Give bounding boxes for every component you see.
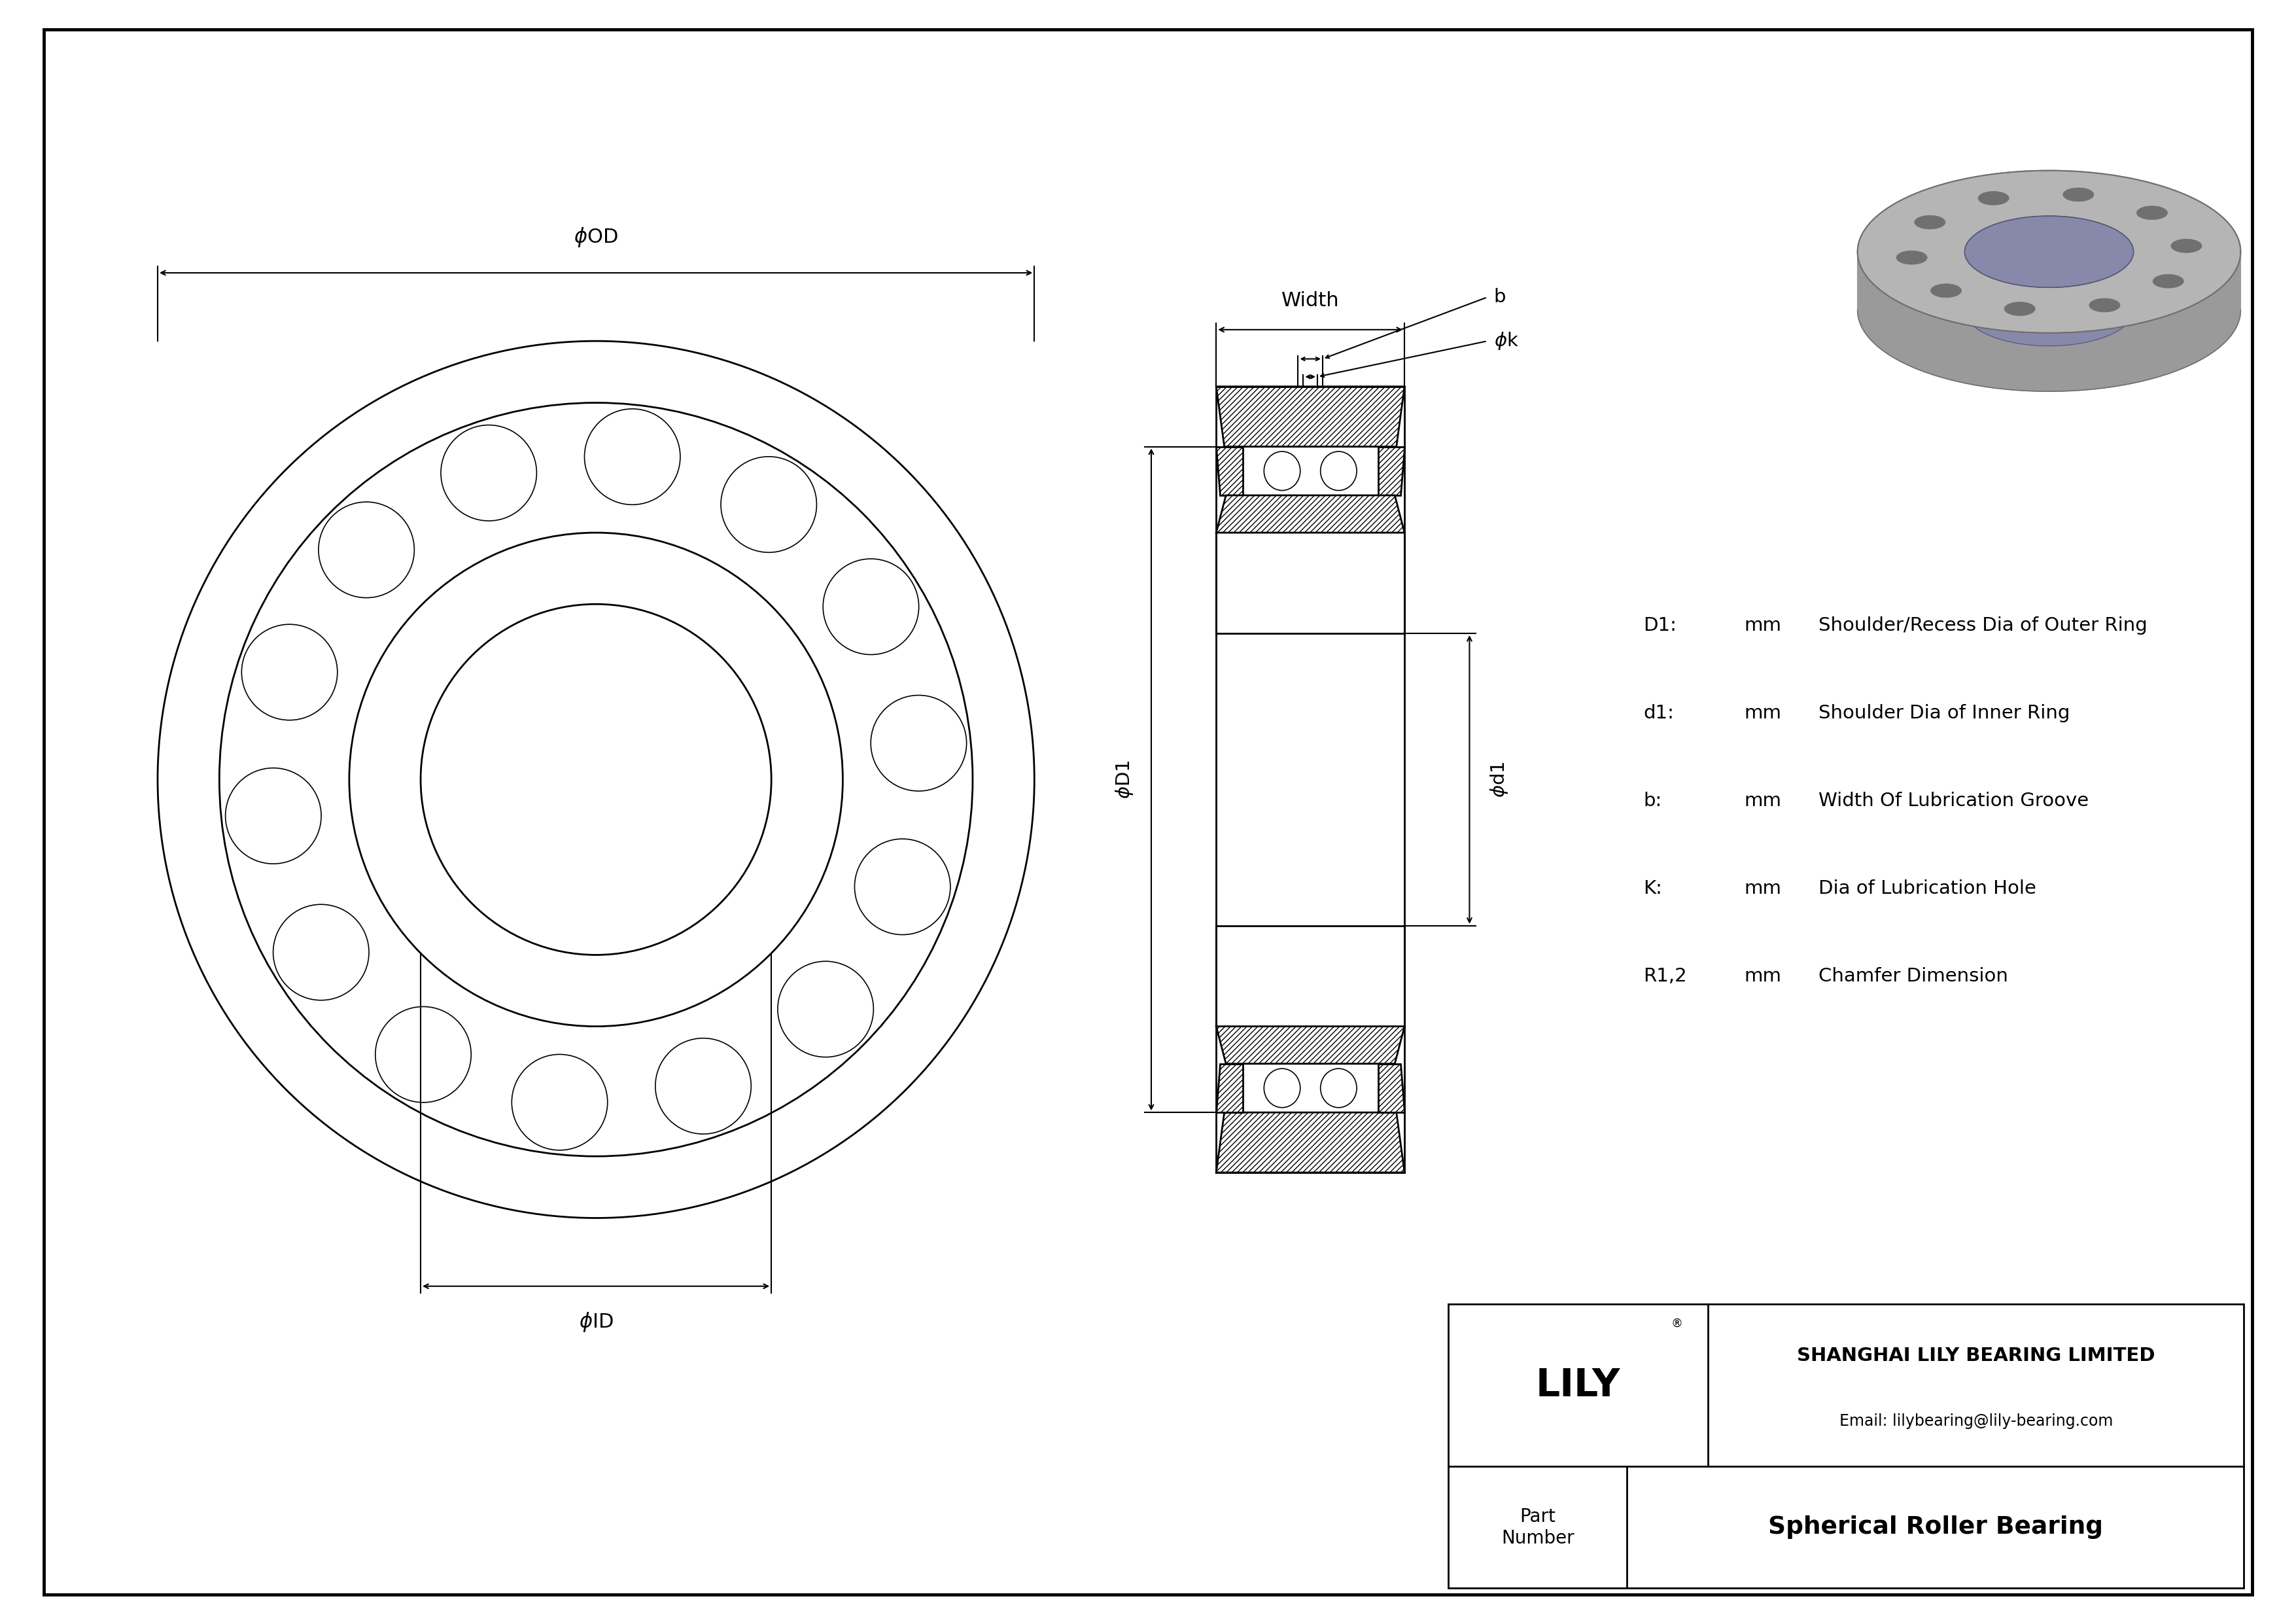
Text: mm: mm: [1745, 966, 1782, 986]
Ellipse shape: [1931, 284, 1961, 297]
Text: b:: b:: [1644, 791, 1662, 810]
Ellipse shape: [2004, 302, 2034, 315]
Text: $\phi$k: $\phi$k: [1495, 331, 1518, 351]
Text: ®: ®: [1671, 1317, 1683, 1330]
Polygon shape: [1857, 252, 2241, 391]
Ellipse shape: [1320, 451, 1357, 490]
Text: mm: mm: [1745, 879, 1782, 898]
Text: $\phi$D1: $\phi$D1: [1114, 760, 1134, 799]
Ellipse shape: [2172, 239, 2202, 253]
Polygon shape: [1217, 1026, 1405, 1064]
Text: $\phi$ID: $\phi$ID: [579, 1311, 613, 1333]
Text: mm: mm: [1745, 615, 1782, 635]
Text: Part
Number: Part Number: [1502, 1507, 1575, 1548]
Polygon shape: [1217, 387, 1405, 447]
Text: mm: mm: [1745, 703, 1782, 723]
PathPatch shape: [1857, 171, 2241, 333]
Ellipse shape: [2089, 299, 2119, 312]
Polygon shape: [1378, 447, 1405, 495]
Polygon shape: [1217, 495, 1405, 533]
Text: SHANGHAI LILY BEARING LIMITED: SHANGHAI LILY BEARING LIMITED: [1798, 1346, 2156, 1366]
Ellipse shape: [1265, 451, 1300, 490]
Text: Shoulder Dia of Inner Ring: Shoulder Dia of Inner Ring: [1818, 703, 2071, 723]
Text: Email: lilybearing@lily-bearing.com: Email: lilybearing@lily-bearing.com: [1839, 1413, 2112, 1429]
Polygon shape: [1378, 1064, 1405, 1112]
Text: Dia of Lubrication Hole: Dia of Lubrication Hole: [1818, 879, 2037, 898]
Text: R1,2: R1,2: [1644, 966, 1688, 986]
Ellipse shape: [1896, 250, 1926, 265]
Ellipse shape: [1915, 216, 1945, 229]
Text: Width: Width: [1281, 291, 1339, 310]
Polygon shape: [1217, 1064, 1242, 1112]
Ellipse shape: [1265, 1069, 1300, 1108]
Ellipse shape: [1965, 216, 2133, 287]
Text: K:: K:: [1644, 879, 1662, 898]
Ellipse shape: [2154, 274, 2183, 287]
Bar: [1449, 1304, 2243, 1588]
Polygon shape: [1217, 1112, 1405, 1173]
Text: b: b: [1495, 287, 1506, 307]
Text: $\phi$d1: $\phi$d1: [1488, 762, 1511, 797]
Text: LILY: LILY: [1536, 1367, 1621, 1403]
Polygon shape: [1965, 252, 2133, 346]
Text: Width Of Lubrication Groove: Width Of Lubrication Groove: [1818, 791, 2089, 810]
Polygon shape: [1217, 447, 1242, 495]
Text: Spherical Roller Bearing: Spherical Roller Bearing: [1768, 1515, 2103, 1540]
Text: D1:: D1:: [1644, 615, 1676, 635]
Ellipse shape: [1979, 192, 2009, 205]
Ellipse shape: [2138, 206, 2167, 219]
Text: $\phi$OD: $\phi$OD: [574, 226, 618, 248]
Ellipse shape: [2064, 188, 2094, 201]
Text: Shoulder/Recess Dia of Outer Ring: Shoulder/Recess Dia of Outer Ring: [1818, 615, 2147, 635]
Text: d1:: d1:: [1644, 703, 1674, 723]
Ellipse shape: [1320, 1069, 1357, 1108]
Text: mm: mm: [1745, 791, 1782, 810]
Text: Chamfer Dimension: Chamfer Dimension: [1818, 966, 2009, 986]
